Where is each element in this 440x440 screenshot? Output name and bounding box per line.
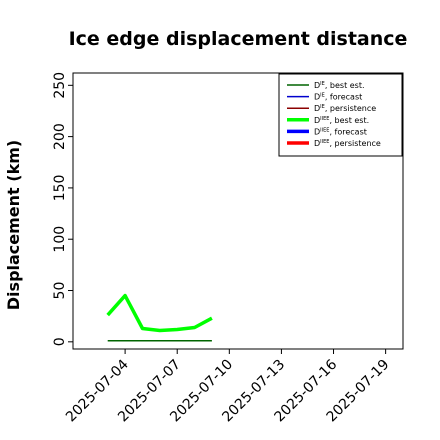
y-axis-label: Displacement (km) (4, 140, 23, 310)
y-tick-label: 150 (52, 175, 68, 202)
series-lines (106, 293, 213, 342)
plot-frame (72, 72, 404, 350)
x-axis-ticks: 2025-07-042025-07-072025-07-102025-07-13… (63, 349, 392, 425)
legend-entry: DIE, forecast (314, 93, 362, 102)
chart-title: Ice edge displacement distance (69, 28, 408, 50)
legend-entry: DIIEE, persistence (314, 139, 381, 148)
legend-entry: DIE, persistence (314, 104, 376, 113)
legend-entry: DIIEE, forecast (314, 127, 367, 136)
series-line-3 (106, 293, 213, 333)
legend-entry: DIIEE, best est. (314, 116, 369, 125)
y-tick-label: 50 (52, 282, 68, 300)
y-tick-label: 100 (52, 226, 68, 253)
y-tick-label: 200 (52, 123, 68, 150)
legend-entry: DIE, best est. (314, 81, 365, 90)
y-axis-ticks: 0 50 100 150 200 250 (52, 72, 73, 346)
legend: DIE, best est. DIE, forecast DIE, persiste… (278, 73, 403, 157)
y-tick-label: 250 (52, 72, 68, 99)
y-tick-label: 0 (52, 337, 68, 346)
